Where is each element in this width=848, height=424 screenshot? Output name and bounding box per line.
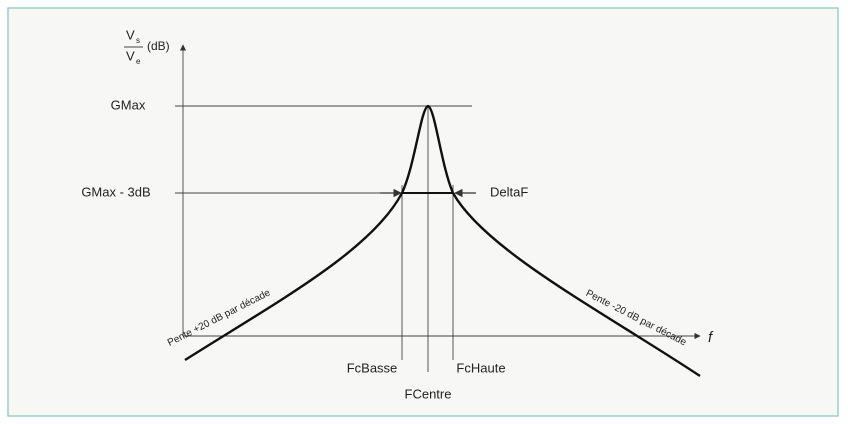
y-unit: (dB) (147, 39, 170, 53)
fc-center-label: FCentre (405, 386, 452, 401)
y-numerator-sub: s (136, 36, 140, 45)
fc-low-label: FcBasse (347, 360, 398, 375)
frame (7, 7, 839, 417)
delta-label: DeltaF (490, 184, 528, 199)
y-denominator-sub: e (136, 57, 141, 66)
gmax-label: GMax (111, 97, 146, 112)
y-denominator: V (126, 48, 135, 63)
fc-high-label: FcHaute (456, 360, 505, 375)
response-curve (184, 104, 701, 378)
x-label: f (708, 329, 714, 346)
gmax3-label: GMax - 3dB (81, 184, 150, 199)
y-numerator: V (126, 27, 135, 42)
